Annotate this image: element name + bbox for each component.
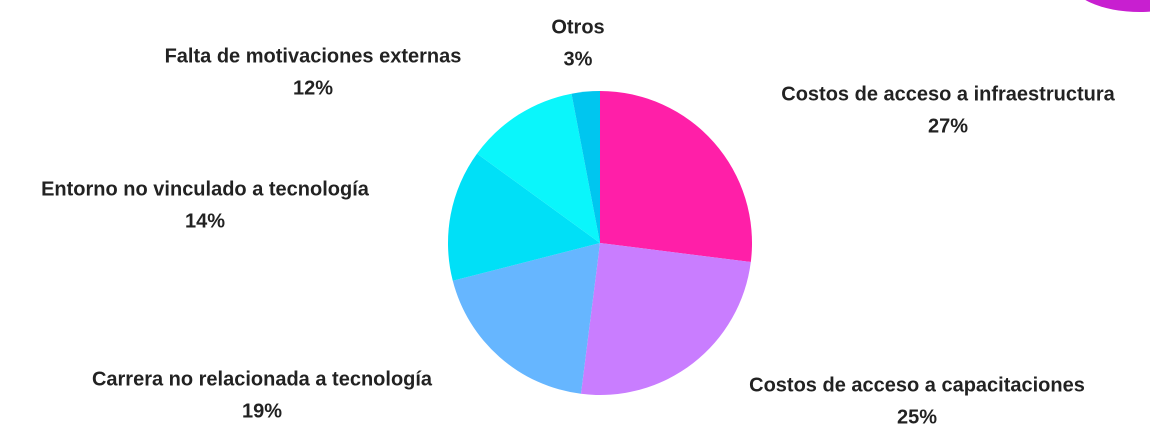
slice-value-label: 12% bbox=[293, 77, 333, 99]
slice-value-label: 3% bbox=[564, 48, 593, 70]
decoration bbox=[1085, 0, 1150, 12]
slice-value-label: 27% bbox=[928, 115, 968, 137]
pie-slice bbox=[452, 243, 600, 394]
slice-label: Entorno no vinculado a tecnología bbox=[41, 178, 370, 200]
pie-slice bbox=[448, 153, 600, 281]
slice-label: Costos de acceso a capacitaciones bbox=[749, 374, 1085, 396]
slice-value-label: 19% bbox=[242, 400, 282, 422]
slice-label: Carrera no relacionada a tecnología bbox=[92, 368, 433, 390]
slice-value-label: 14% bbox=[185, 210, 225, 232]
pie-slice bbox=[571, 91, 600, 243]
slice-label: Falta de motivaciones externas bbox=[165, 45, 462, 67]
slice-value-label: 25% bbox=[897, 406, 937, 426]
pie-slice bbox=[580, 243, 751, 395]
pie-slice bbox=[600, 91, 753, 263]
slice-label: Otros bbox=[551, 16, 604, 38]
pie-slice bbox=[477, 93, 600, 243]
slice-label: Costos de acceso a infraestructura bbox=[781, 83, 1115, 105]
